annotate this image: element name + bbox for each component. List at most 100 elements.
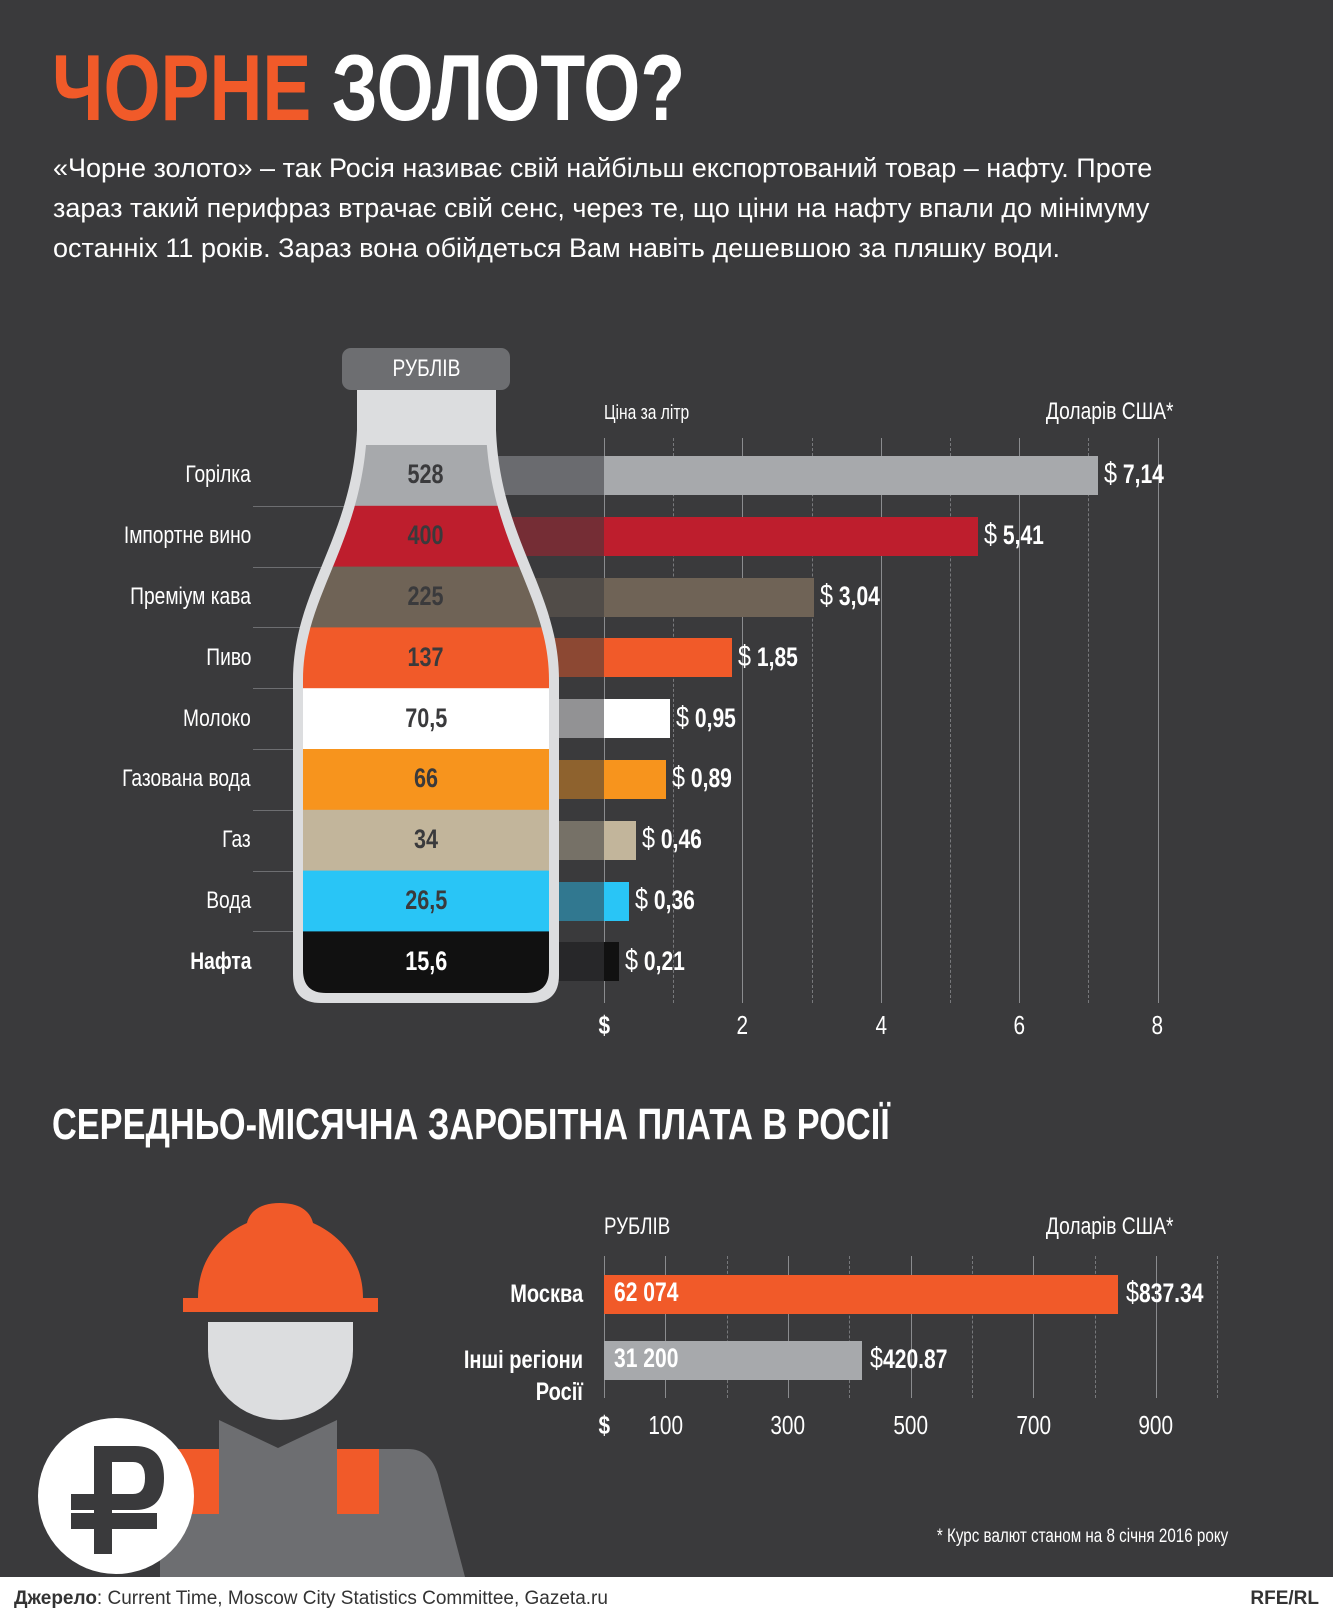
x-tick-label: 700 — [1015, 1410, 1051, 1440]
category-label: Горілка — [185, 461, 251, 489]
bottle-band — [303, 627, 549, 690]
rub-value: 528 — [407, 459, 445, 490]
bar — [604, 942, 619, 982]
rub-value: 62 074 — [614, 1277, 679, 1307]
rub-value: 26,5 — [404, 885, 448, 915]
bottle-band — [303, 688, 549, 750]
x-tick-label: 2 — [736, 1010, 749, 1040]
value-label: $ 5,41 — [984, 518, 1045, 552]
value-label: $420.87 — [870, 1342, 948, 1375]
gridline — [811, 438, 813, 1003]
source-label: Джерело — [14, 1588, 97, 1609]
salary-chart: $100 300 500 700 900 Москва 62 074 $837.34 Інші … — [463, 1256, 1219, 1440]
chart2-unit-label: Доларів США* — [1045, 1213, 1173, 1240]
gridline — [910, 1256, 912, 1398]
x-tick-label: 6 — [1013, 1010, 1025, 1040]
source-text: : Current Time, Moscow City Statistics C… — [96, 1588, 608, 1609]
bar — [604, 820, 636, 860]
value-label: $ 3,04 — [820, 579, 881, 612]
bar — [604, 638, 733, 678]
footnote: * Курс валют станом на 8 січня 2016 року — [936, 1526, 1228, 1547]
page-title: ЧОРНЕ ЗОЛОТО? — [52, 40, 864, 136]
intro-line: зараз такий перифраз втрачає свій сенс, … — [53, 193, 1150, 223]
gridline — [1088, 438, 1090, 1003]
gridline — [1033, 1256, 1035, 1398]
row-separator — [253, 566, 373, 568]
x-tick-label: 300 — [770, 1410, 806, 1440]
rub-value: 66 — [413, 763, 439, 794]
value-label: $ 0,95 — [675, 700, 736, 734]
chart2-left-label: РУБЛІВ — [604, 1213, 671, 1240]
salary-section-title: СЕРЕДНЬО-МІСЯЧНА ЗАРОБІТНА ПЛАТА В РОСІЇ — [52, 1100, 890, 1149]
chart1-unit-label: Доларів США* — [1045, 398, 1173, 425]
bottle-graphic — [293, 348, 559, 1003]
bar — [604, 1274, 1118, 1314]
bar — [604, 577, 815, 617]
title-highlight: ЧОРНЕ — [52, 35, 312, 140]
category-label: Інші регіони Росії — [463, 1346, 583, 1406]
category-label: Преміум кава — [130, 583, 251, 610]
value-label: $837.34 — [1125, 1276, 1204, 1309]
x-tick-label: 500 — [893, 1410, 929, 1440]
ruble-sign-icon — [71, 1446, 164, 1554]
rub-value: 34 — [413, 824, 439, 855]
category-label: Газована вода — [122, 765, 251, 793]
gridline — [673, 438, 675, 1003]
bottle-band — [303, 809, 549, 872]
value-label: $ 0,36 — [634, 883, 695, 916]
price-per-litre-chart: $2 4 6 8 Горілка $ 7,14 Імпортне вино $ 5,41 Пре… — [122, 438, 1164, 1040]
value-label: $ 0,46 — [641, 822, 702, 856]
worker-torso — [219, 1420, 337, 1577]
value-label: $ 0,89 — [671, 761, 732, 795]
x-tick-label: 100 — [647, 1410, 683, 1440]
rub-value: 137 — [407, 641, 445, 672]
category-label: Москва — [510, 1280, 583, 1308]
gridline — [1156, 1256, 1157, 1398]
intro-text: «Чорне золото» – так Росія називає свій … — [53, 148, 1313, 268]
category-label: Імпортне вино — [123, 522, 251, 550]
bottle-band — [303, 749, 549, 811]
intro-line: «Чорне золото» – так Росія називає свій … — [53, 153, 1153, 183]
bottle-band — [303, 566, 549, 629]
gridline — [788, 1256, 789, 1398]
category-label: Газ — [222, 826, 251, 854]
x-tick-label: $ — [598, 1010, 610, 1040]
intro-line: останніх 11 років. Зараз вона обійдеться… — [53, 233, 1061, 263]
rub-value: 400 — [407, 520, 445, 551]
gridline — [880, 438, 882, 1003]
rub-value: 15,6 — [404, 945, 448, 976]
helmet-icon — [198, 1203, 363, 1298]
gridline — [604, 1256, 605, 1398]
worker-head — [208, 1322, 353, 1420]
worker-strap-right — [337, 1449, 379, 1514]
brand-logo: RFE/RL — [1250, 1588, 1319, 1609]
bar — [604, 1340, 863, 1380]
bar — [604, 699, 670, 739]
gridline — [726, 1256, 728, 1398]
value-label: $ 0,21 — [624, 943, 685, 977]
bottle-band — [303, 870, 549, 933]
x-tick-label: 900 — [1138, 1410, 1174, 1440]
gridline — [742, 438, 744, 1003]
bar — [604, 881, 629, 921]
source: Джерело: Current Time, Moscow City Stati… — [14, 1588, 608, 1610]
value-label: $ 1,85 — [738, 639, 798, 673]
bottle-cap-label: РУБЛІВ — [392, 355, 460, 382]
bottle-band — [303, 931, 549, 993]
category-label: Пиво — [205, 643, 251, 671]
x-tick-label: 8 — [1151, 1010, 1164, 1040]
gridline — [1217, 1256, 1219, 1398]
bar — [604, 759, 666, 799]
gridline — [665, 1256, 667, 1398]
worker-illustration — [38, 1203, 465, 1577]
x-tick-label: $ — [598, 1410, 610, 1440]
category-label: Нафта — [189, 947, 251, 975]
helmet-brim — [183, 1298, 378, 1312]
gridline — [1019, 438, 1021, 1003]
footer: Джерело: Current Time, Moscow City Stati… — [0, 1577, 1333, 1621]
title-rest: ЗОЛОТО? — [331, 35, 686, 140]
bar — [604, 455, 1099, 495]
row-separator — [253, 505, 373, 507]
chart1-subtitle: Ціна за літр — [604, 402, 690, 424]
gridline — [950, 438, 951, 1003]
